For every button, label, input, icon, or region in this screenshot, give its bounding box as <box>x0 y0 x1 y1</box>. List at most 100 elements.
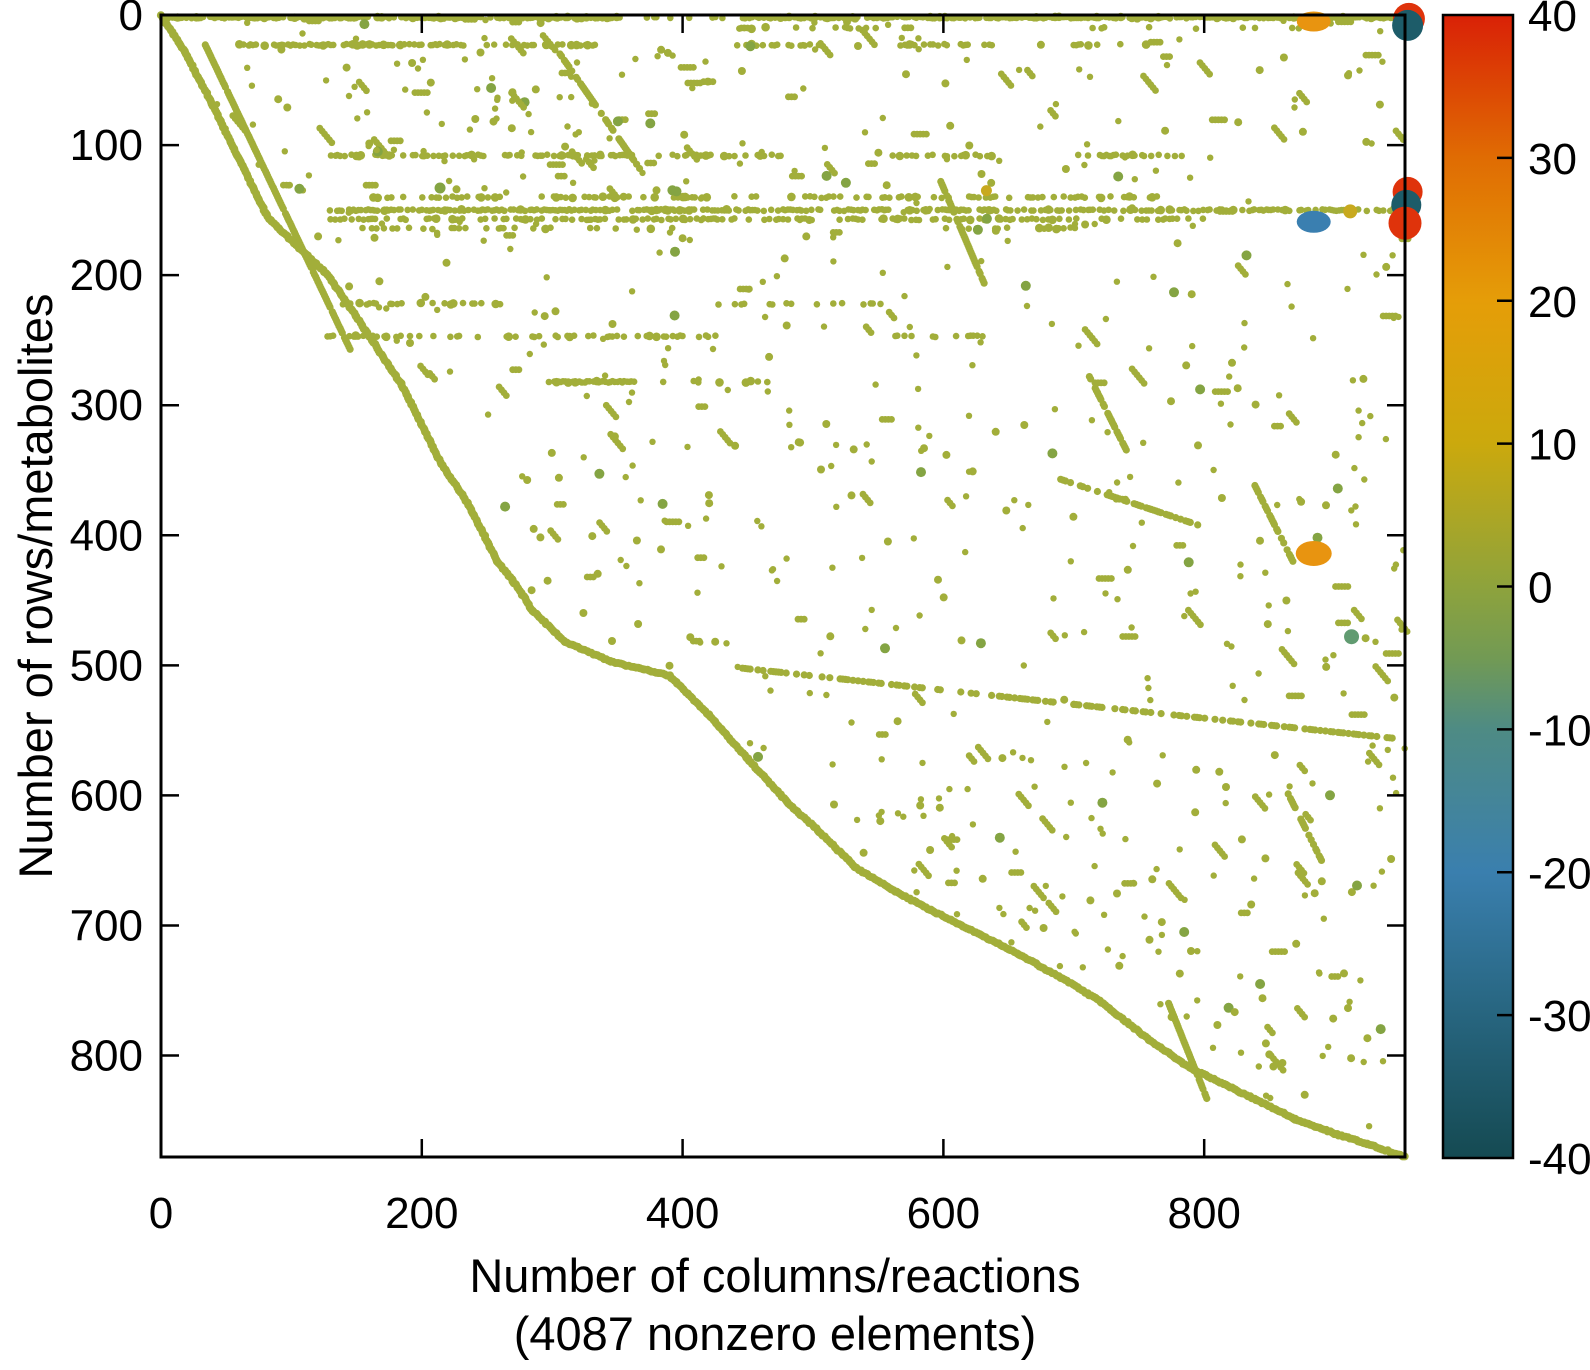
matrix-nonzero-dot <box>1009 749 1017 756</box>
matrix-nonzero-dot <box>914 193 921 201</box>
matrix-nonzero-dot <box>1290 660 1298 668</box>
matrix-nonzero-dot <box>678 234 687 243</box>
matrix-nonzero-dot <box>767 687 774 694</box>
matrix-nonzero-dot <box>639 216 646 223</box>
matrix-nonzero-dot <box>1028 72 1036 80</box>
matrix-nonzero-dot <box>1039 216 1047 224</box>
matrix-nonzero-dot <box>1279 1066 1287 1074</box>
matrix-nonzero-dot <box>1104 946 1112 953</box>
matrix-nonzero-dot <box>383 305 390 312</box>
matrix-nonzero-dot <box>1298 127 1307 136</box>
matrix-nonzero-dot <box>1176 36 1183 43</box>
matrix-nonzero-dot <box>1274 501 1281 509</box>
matrix-nonzero-dot <box>951 879 958 887</box>
matrix-nonzero-dot <box>1183 557 1194 568</box>
matrix-nonzero-dot <box>987 151 996 161</box>
y-tick-label: 0 <box>119 0 143 40</box>
matrix-nonzero-dot <box>363 87 370 95</box>
matrix-nonzero-dot <box>357 206 365 214</box>
matrix-nonzero-dot <box>478 299 485 307</box>
matrix-nonzero-dot <box>1157 918 1166 927</box>
matrix-nonzero-dot <box>423 152 431 159</box>
matrix-nonzero-dot <box>1039 193 1046 201</box>
matrix-nonzero-dot <box>806 689 813 697</box>
matrix-nonzero-dot <box>1222 799 1229 807</box>
matrix-nonzero-dot <box>836 207 843 215</box>
matrix-nonzero-dot <box>1255 66 1264 75</box>
matrix-nonzero-dot <box>1273 722 1281 730</box>
matrix-nonzero-dot <box>1067 558 1075 565</box>
matrix-nonzero-dot <box>538 215 546 222</box>
matrix-nonzero-dot <box>731 152 738 160</box>
matrix-nonzero-dot <box>832 24 839 31</box>
matrix-nonzero-dot <box>830 800 838 809</box>
matrix-nonzero-dot <box>712 332 719 340</box>
matrix-nonzero-dot <box>652 186 661 195</box>
matrix-nonzero-dot <box>591 152 598 159</box>
matrix-nonzero-dot <box>612 225 619 232</box>
matrix-nonzero-dot <box>414 65 422 72</box>
matrix-nonzero-dot <box>1080 628 1088 636</box>
matrix-nonzero-dot <box>1360 251 1367 258</box>
matrix-nonzero-dot <box>849 445 858 454</box>
matrix-nonzero-dot <box>1023 302 1031 310</box>
matrix-nonzero-dot <box>237 119 246 128</box>
matrix-nonzero-dot <box>551 307 560 316</box>
matrix-nonzero-dot <box>540 341 547 348</box>
matrix-nonzero-dot <box>372 181 379 189</box>
plot-border <box>159 13 1407 1159</box>
matrix-nonzero-dot <box>650 193 659 202</box>
matrix-nonzero-dot <box>1147 708 1155 717</box>
matrix-nonzero-dot <box>1289 557 1297 565</box>
matrix-nonzero-dot <box>1330 652 1337 659</box>
matrix-nonzero-dot <box>860 301 867 308</box>
matrix-nonzero-dot <box>666 229 674 236</box>
matrix-nonzero-dot <box>871 41 878 49</box>
matrix-nonzero-dot <box>502 392 510 399</box>
matrix-nonzero-dot <box>1262 1092 1270 1099</box>
matrix-nonzero-dot <box>1282 596 1291 605</box>
matrix-nonzero-dot <box>305 172 313 179</box>
matrix-nonzero-dot <box>456 218 463 226</box>
matrix-nonzero-dot <box>830 300 837 307</box>
matrix-nonzero-dot <box>1284 627 1292 635</box>
matrix-nonzero-dot <box>488 75 496 82</box>
matrix-nonzero-dot <box>398 300 405 307</box>
matrix-nonzero-dot <box>1230 1008 1239 1017</box>
matrix-nonzero-dot <box>1307 816 1314 824</box>
matrix-nonzero-dot <box>1042 882 1050 890</box>
matrix-nonzero-dot <box>393 60 401 67</box>
matrix-nonzero-dot <box>833 503 840 510</box>
matrix-nonzero-dot <box>538 152 546 159</box>
matrix-nonzero-dot <box>1187 590 1194 597</box>
matrix-nonzero-dot <box>562 215 569 223</box>
matrix-nonzero-dot <box>1134 216 1141 223</box>
matrix-nonzero-dot <box>575 129 582 136</box>
matrix-nonzero-dot <box>1203 1094 1211 1103</box>
matrix-nonzero-dot <box>690 64 697 71</box>
matrix-nonzero-dot <box>1251 24 1259 32</box>
outlier-marker <box>1296 210 1331 233</box>
matrix-nonzero-dot <box>654 53 661 60</box>
matrix-nonzero-dot <box>969 821 977 828</box>
matrix-nonzero-dot <box>1140 380 1148 387</box>
matrix-nonzero-dot <box>1372 638 1379 645</box>
matrix-nonzero-dot <box>822 420 831 428</box>
matrix-nonzero-dot <box>1277 422 1284 430</box>
matrix-nonzero-dot <box>509 97 516 104</box>
matrix-nonzero-dot <box>872 381 879 388</box>
matrix-nonzero-dot <box>1033 215 1040 223</box>
matrix-nonzero-dot <box>769 301 776 308</box>
matrix-nonzero-dot <box>1115 117 1122 125</box>
matrix-nonzero-dot <box>836 193 844 200</box>
matrix-nonzero-dot <box>503 215 510 223</box>
matrix-nonzero-dot <box>241 126 249 134</box>
matrix-nonzero-dot <box>700 554 708 562</box>
matrix-nonzero-dot <box>877 679 885 688</box>
matrix-nonzero-dot <box>1017 869 1025 876</box>
matrix-nonzero-dot <box>568 93 575 101</box>
matrix-nonzero-dot <box>901 215 908 222</box>
matrix-nonzero-dot <box>1250 206 1258 213</box>
matrix-nonzero-dot <box>345 92 353 100</box>
matrix-nonzero-dot <box>949 502 956 510</box>
